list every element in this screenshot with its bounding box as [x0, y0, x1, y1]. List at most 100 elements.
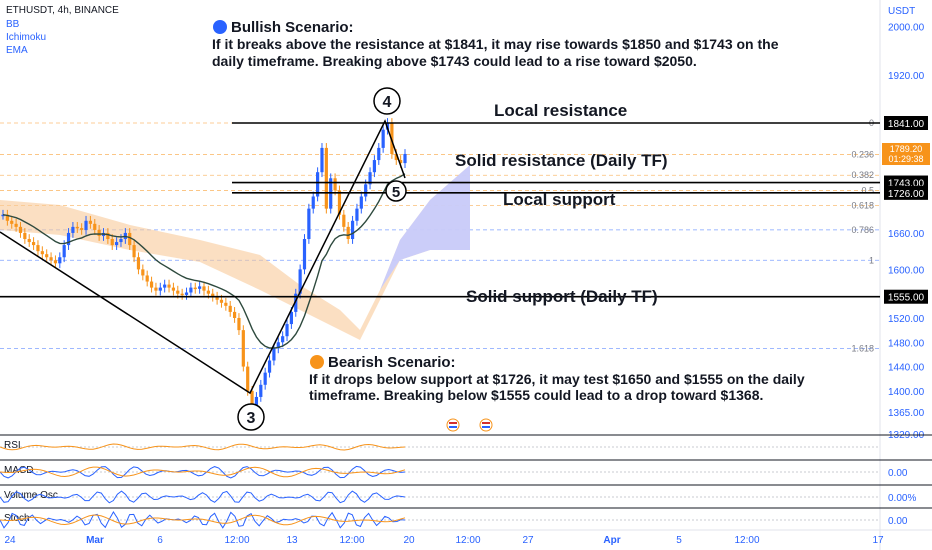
- candle-body: [193, 287, 197, 290]
- candle-body: [307, 208, 311, 240]
- pane-signal: [0, 466, 406, 478]
- time-tick: 12:00: [339, 535, 364, 546]
- candle-body: [346, 226, 350, 240]
- candle-body: [337, 190, 342, 215]
- wave-5-label: 5: [392, 184, 400, 201]
- candle-body: [399, 160, 403, 164]
- price-tick: 1660.00: [888, 229, 925, 240]
- candle-body: [377, 147, 381, 161]
- candle-body: [1, 214, 5, 217]
- candle-body: [176, 290, 180, 294]
- candle-body: [110, 239, 114, 246]
- time-tick: 20: [403, 535, 415, 546]
- candle-body: [224, 302, 228, 306]
- pane-series: [0, 465, 406, 479]
- price-tick: 1440.00: [888, 363, 925, 374]
- candle-body: [316, 172, 320, 197]
- label-solid-support: Solid support (Daily TF): [466, 287, 658, 306]
- candle-body: [254, 396, 259, 407]
- candle-body: [285, 324, 289, 337]
- candle-body: [40, 251, 44, 255]
- us-flag-icon[interactable]: [479, 418, 493, 432]
- level-badge: [884, 289, 928, 304]
- candle-body: [75, 226, 79, 229]
- bearish-body-1: If it drops below support at $1726, it m…: [309, 371, 805, 387]
- price-tick: 1920.00: [888, 71, 925, 82]
- candle-body: [289, 311, 293, 325]
- time-tick: Mar: [86, 535, 104, 546]
- candle-body: [219, 299, 224, 303]
- candle-body: [259, 384, 263, 397]
- time-tick: 17: [872, 535, 884, 546]
- candle-body: [119, 239, 123, 243]
- candle-body: [132, 245, 136, 258]
- candle-body: [368, 172, 372, 185]
- current-price-countdown: 01:29:38: [888, 154, 923, 164]
- bearish-dot-icon: [310, 355, 324, 369]
- time-tick: 6: [157, 535, 163, 546]
- level-badge-value: 1726.00: [888, 189, 925, 200]
- fib-label: 0.786: [851, 225, 874, 235]
- candle-body: [184, 292, 189, 295]
- wave-line: [0, 119, 406, 395]
- bullish-body-2: daily timeframe. Breaking above $1743 co…: [212, 53, 697, 69]
- candle-body: [359, 196, 363, 209]
- price-tick: 2000.00: [888, 22, 925, 33]
- level-badge-value: 1841.00: [888, 119, 925, 130]
- candle-body: [281, 336, 285, 343]
- candle-body: [294, 293, 298, 312]
- candle-body: [228, 305, 232, 312]
- bearish-title: Bearish Scenario:: [328, 354, 456, 371]
- candle-body: [320, 147, 324, 173]
- wave-3-label: 3: [247, 410, 256, 427]
- wave-5-circle: [385, 180, 407, 202]
- bullish-title: Bullish Scenario:: [231, 19, 354, 36]
- indicator-ema: EMA: [6, 45, 28, 56]
- current-price-value: 1789.20: [890, 144, 923, 154]
- candle-body: [84, 220, 88, 230]
- candle-body: [198, 286, 202, 289]
- candle-body: [45, 254, 49, 258]
- price-tick: 1600.00: [888, 265, 925, 276]
- indicator-ichimoku: Ichimoku: [6, 32, 46, 43]
- candle-body: [381, 129, 385, 148]
- candle-body: [276, 342, 280, 349]
- level-badge-value: 1555.00: [888, 293, 925, 304]
- fib-label: 0.382: [851, 170, 874, 180]
- price-tick: 1480.00: [888, 338, 925, 349]
- time-tick: 13: [286, 535, 298, 546]
- pane-name: Stoch: [4, 513, 30, 524]
- candle-body: [163, 284, 167, 288]
- candle-body: [189, 287, 193, 293]
- candle-body: [149, 281, 154, 288]
- candle-body: [246, 366, 250, 391]
- candle-body: [237, 317, 241, 331]
- candle-body: [62, 245, 66, 258]
- candle-body: [88, 220, 92, 224]
- candle-body: [14, 223, 18, 227]
- time-tick: 5: [676, 535, 682, 546]
- candle-body: [36, 245, 40, 252]
- level-badge: [884, 185, 928, 200]
- wave-4-circle: [373, 87, 401, 115]
- candle-body: [136, 257, 141, 270]
- candle-body: [31, 242, 36, 246]
- time-axis: 24 Mar 6 12:00 13 12:00 20 12:00 27 Apr 5 12:00 17: [0, 529, 932, 546]
- level-badge-value: 1743.00: [888, 179, 925, 190]
- candles: [1, 118, 407, 411]
- fib-label: 0.5: [861, 185, 874, 195]
- candle-body: [18, 226, 23, 233]
- pane-series: [0, 490, 406, 504]
- pane-series: [0, 443, 406, 451]
- candle-body: [263, 372, 267, 385]
- us-flag-icon[interactable]: [446, 418, 460, 432]
- price-tick: 1365.00: [888, 408, 925, 419]
- time-tick: 12:00: [455, 535, 480, 546]
- price-tick: 1520.00: [888, 314, 925, 325]
- candle-body: [167, 284, 171, 288]
- fib-label: 1.618: [851, 343, 874, 353]
- label-solid-resistance: Solid resistance (Daily TF): [455, 151, 668, 170]
- price-tick: 1400.00: [888, 387, 925, 398]
- candle-body: [394, 153, 398, 161]
